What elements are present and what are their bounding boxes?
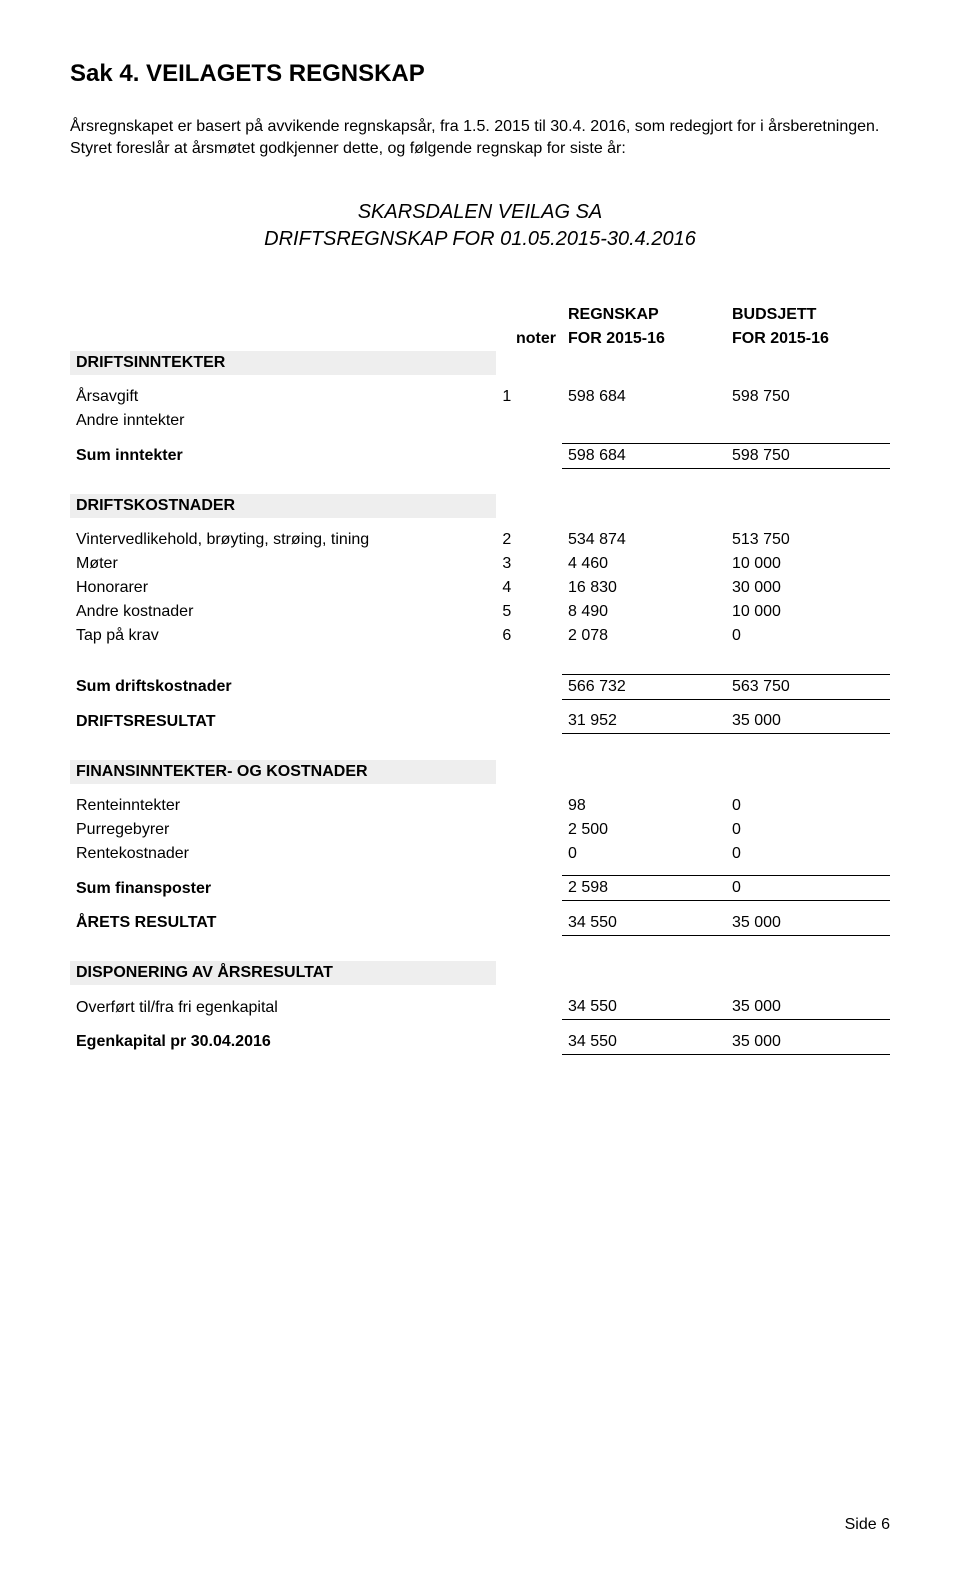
cell-label: Rentekostnader [70,842,496,866]
cell-b: 0 [726,842,890,866]
cell-label: DRIFTSRESULTAT [70,709,496,734]
row-tap-pa-krav: Tap på krav 6 2 078 0 [70,624,890,648]
col-budsjett-h2: FOR 2015-16 [726,327,890,351]
col-noter: noter [496,327,562,351]
cell-b: 0 [726,876,890,901]
cell-a: 98 [562,794,726,818]
cell-label: Purregebyrer [70,818,496,842]
cell-a: 8 490 [562,600,726,624]
cell-note: 1 [496,385,562,409]
section-head-driftskostnader: DRIFTSKOSTNADER [70,494,496,518]
cell-a: 31 952 [562,709,726,734]
cell-b: 563 750 [726,674,890,699]
cell-note: 3 [496,552,562,576]
intro-paragraph: Årsregnskapet er basert på avvikende reg… [70,116,890,159]
row-sum-finansposter: Sum finansposter 2 598 0 [70,876,890,901]
row-overfort: Overført til/fra fri egenkapital 34 550 … [70,995,890,1020]
row-egenkapital: Egenkapital pr 30.04.2016 34 550 35 000 [70,1030,890,1055]
cell-label: Sum inntekter [70,443,496,468]
cell-a: 2 500 [562,818,726,842]
cell-label: Sum driftskostnader [70,674,496,699]
section-head-disponering: DISPONERING AV ÅRSRESULTAT [70,961,496,985]
section-head-finans: FINANSINNTEKTER- OG KOSTNADER [70,760,496,784]
col-regnskap-h2: FOR 2015-16 [562,327,726,351]
row-sum-driftskostnader: Sum driftskostnader 566 732 563 750 [70,674,890,699]
cell-b: 598 750 [726,443,890,468]
row-moter: Møter 3 4 460 10 000 [70,552,890,576]
section-driftskostnader: DRIFTSKOSTNADER [70,494,890,518]
cell-label: ÅRETS RESULTAT [70,911,496,936]
cell-label: Sum finansposter [70,876,496,901]
subtitle-line-1: SKARSDALEN VEILAG SA [70,199,890,226]
cell-note: 4 [496,576,562,600]
row-driftsresultat: DRIFTSRESULTAT 31 952 35 000 [70,709,890,734]
column-header-row-1: REGNSKAP BUDSJETT [70,303,890,327]
cell-b: 598 750 [726,385,890,409]
subtitle-block: SKARSDALEN VEILAG SA DRIFTSREGNSKAP FOR … [70,199,890,253]
cell-note: 6 [496,624,562,648]
row-arets-resultat: ÅRETS RESULTAT 34 550 35 000 [70,911,890,936]
cell-a: 4 460 [562,552,726,576]
cell-label: Vintervedlikehold, brøyting, strøing, ti… [70,528,496,552]
cell-a: 34 550 [562,995,726,1020]
subtitle-line-2: DRIFTSREGNSKAP FOR 01.05.2015-30.4.2016 [70,226,890,253]
cell-a: 0 [562,842,726,866]
cell-label: Årsavgift [70,385,496,409]
cell-b: 35 000 [726,995,890,1020]
cell-a: 566 732 [562,674,726,699]
cell-b: 35 000 [726,709,890,734]
row-honorarer: Honorarer 4 16 830 30 000 [70,576,890,600]
cell-b: 513 750 [726,528,890,552]
cell-note: 2 [496,528,562,552]
cell-b: 0 [726,794,890,818]
row-andre-kostnader: Andre kostnader 5 8 490 10 000 [70,600,890,624]
row-sum-inntekter: Sum inntekter 598 684 598 750 [70,443,890,468]
cell-a: 534 874 [562,528,726,552]
section-finans: FINANSINNTEKTER- OG KOSTNADER [70,760,890,784]
row-arsavgift: Årsavgift 1 598 684 598 750 [70,385,890,409]
cell-label: Andre inntekter [70,409,496,433]
cell-b: 10 000 [726,552,890,576]
column-header-row-2: noter FOR 2015-16 FOR 2015-16 [70,327,890,351]
col-budsjett-h1: BUDSJETT [726,303,890,327]
row-renteinntekter: Renteinntekter 98 0 [70,794,890,818]
cell-label: Overført til/fra fri egenkapital [70,995,496,1020]
section-disponering: DISPONERING AV ÅRSRESULTAT [70,961,890,985]
cell-a: 2 598 [562,876,726,901]
cell-a: 2 078 [562,624,726,648]
cell-b: 35 000 [726,911,890,936]
page-footer: Side 6 [845,1516,890,1534]
cell-label: Renteinntekter [70,794,496,818]
col-regnskap-h1: REGNSKAP [562,303,726,327]
cell-label: Honorarer [70,576,496,600]
page-title: Sak 4. VEILAGETS REGNSKAP [70,60,890,88]
section-head-driftsinntekter: DRIFTSINNTEKTER [70,351,496,375]
cell-label: Andre kostnader [70,600,496,624]
section-driftsinntekter: DRIFTSINNTEKTER [70,351,890,375]
cell-b: 30 000 [726,576,890,600]
cell-a: 34 550 [562,1030,726,1055]
row-rentekostnader: Rentekostnader 0 0 [70,842,890,866]
cell-b: 10 000 [726,600,890,624]
cell-note: 5 [496,600,562,624]
row-purregebyrer: Purregebyrer 2 500 0 [70,818,890,842]
row-vintervedlikehold: Vintervedlikehold, brøyting, strøing, ti… [70,528,890,552]
cell-label: Egenkapital pr 30.04.2016 [70,1030,496,1055]
cell-a: 598 684 [562,443,726,468]
financial-table: REGNSKAP BUDSJETT noter FOR 2015-16 FOR … [70,303,890,1055]
cell-a: 598 684 [562,385,726,409]
cell-a: 16 830 [562,576,726,600]
cell-b: 0 [726,818,890,842]
cell-label: Møter [70,552,496,576]
cell-label: Tap på krav [70,624,496,648]
cell-b: 35 000 [726,1030,890,1055]
cell-b: 0 [726,624,890,648]
cell-a: 34 550 [562,911,726,936]
row-andre-inntekter: Andre inntekter [70,409,890,433]
